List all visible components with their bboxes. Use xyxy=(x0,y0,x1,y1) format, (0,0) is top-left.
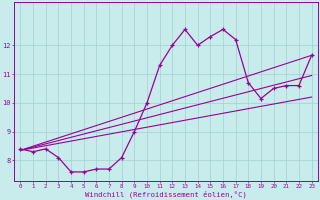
X-axis label: Windchill (Refroidissement éolien,°C): Windchill (Refroidissement éolien,°C) xyxy=(85,190,247,198)
